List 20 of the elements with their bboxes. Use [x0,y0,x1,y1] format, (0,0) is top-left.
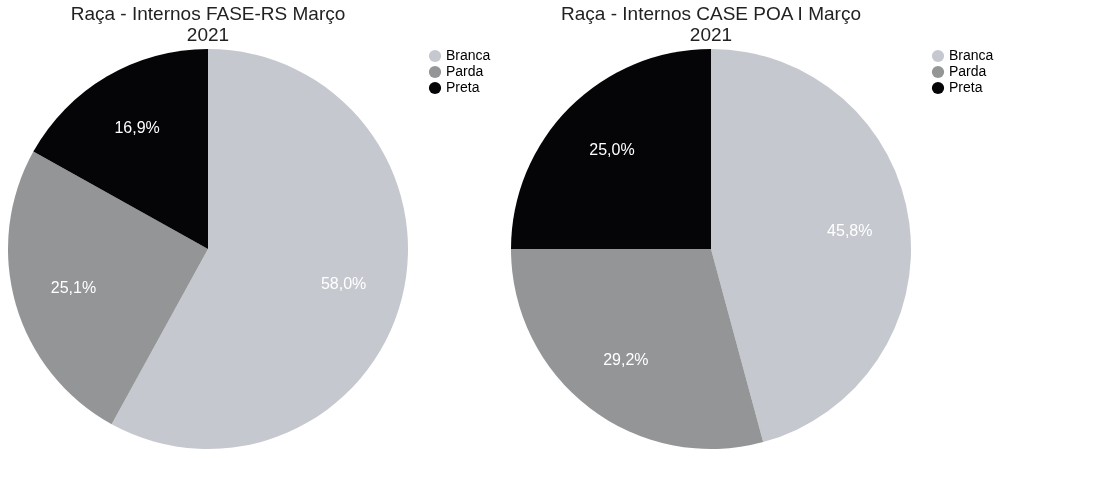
legend-label: Parda [446,63,484,79]
data-label: 58,0% [320,274,367,292]
pie-slice [8,151,208,425]
data-label: 25,1% [50,278,97,296]
data-label: 45,8% [827,221,873,239]
pie-slice [711,49,911,443]
pie-slice [111,49,408,449]
legend-label: Parda [949,63,987,79]
legend-label: Preta [949,79,983,95]
pie-slice [33,49,208,249]
data-label: 29,2% [603,351,649,369]
chart-title: Raça - Internos CASE POA I Março 2021 [561,3,861,45]
pie-slice [511,49,711,249]
data-label: 16,9% [114,119,160,137]
pie-slice [511,249,764,449]
legend-label: Branca [446,47,491,63]
data-label: 25,0% [589,141,635,159]
legend-label: Preta [446,79,480,95]
legend-label: Branca [949,47,994,63]
chart-title: Raça - Internos FASE-RS Março 2021 [70,3,346,45]
